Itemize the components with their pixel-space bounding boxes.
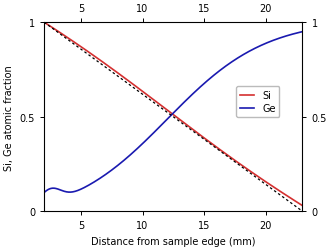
Y-axis label: Si, Ge atomic fraction: Si, Ge atomic fraction bbox=[4, 64, 14, 170]
X-axis label: Distance from sample edge (mm): Distance from sample edge (mm) bbox=[91, 236, 256, 246]
Legend: Si, Ge: Si, Ge bbox=[236, 87, 279, 118]
